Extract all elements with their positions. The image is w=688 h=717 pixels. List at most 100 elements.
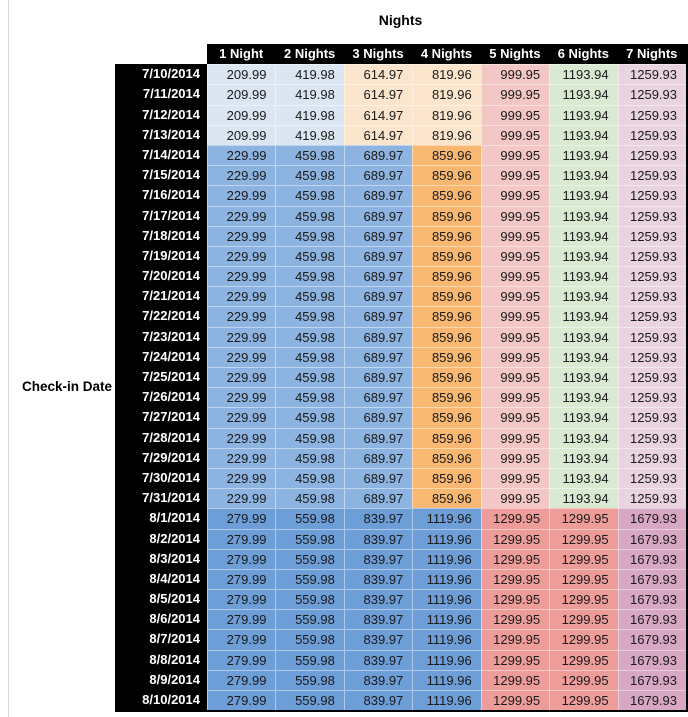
price-cell: 1299.95 [549,649,618,670]
checkin-date-axis-label: Check-in Date [21,379,112,394]
price-cell: 614.97 [343,124,413,145]
checkin-date-cell: 7/26/2014 [115,387,207,408]
price-cell: 419.98 [275,84,344,105]
price-cell: 1119.96 [412,609,481,630]
price-cell: 859.96 [412,467,481,489]
price-cell: 459.98 [275,326,344,347]
price-cell: 279.99 [207,629,276,650]
checkin-date-cell: 8/2/2014 [115,528,207,549]
price-cell: 999.95 [480,387,550,408]
price-cell: 689.97 [343,245,413,267]
price-cell: 1679.93 [617,548,686,569]
price-cell: 819.96 [412,124,481,145]
price-cell: 1679.93 [617,690,686,711]
price-cell: 1119.96 [412,568,481,590]
price-cell: 859.96 [412,205,481,226]
price-cell: 819.96 [412,64,481,85]
price-cell: 689.97 [343,306,413,327]
price-cell: 1193.94 [549,427,618,448]
checkin-date-cell: 8/7/2014 [115,629,207,650]
price-cell: 839.97 [343,589,413,610]
price-cell: 229.99 [207,245,276,267]
price-cell: 839.97 [343,609,413,630]
price-cell: 459.98 [275,144,344,166]
price-cell: 1299.95 [549,589,618,610]
checkin-date-cell: 7/13/2014 [115,124,207,145]
price-cell: 839.97 [343,649,413,670]
price-cell: 1299.95 [480,528,550,549]
price-cell: 209.99 [207,64,276,85]
price-cell: 839.97 [343,548,413,569]
checkin-date-cell: 8/3/2014 [115,548,207,569]
price-cell: 1259.93 [617,427,686,448]
price-cell: 614.97 [343,84,413,105]
price-cell: 459.98 [275,488,344,509]
price-cell: 459.98 [275,185,344,206]
price-cell: 1193.94 [549,165,618,186]
price-cell: 1259.93 [617,225,686,246]
price-cell: 419.98 [275,124,344,145]
price-cell: 999.95 [480,64,550,85]
price-cell: 859.96 [412,225,481,246]
checkin-date-cell: 7/28/2014 [115,427,207,448]
checkin-date-cell: 7/14/2014 [115,144,207,166]
price-cell: 1193.94 [549,64,618,85]
price-cell: 839.97 [343,669,413,690]
price-cell: 459.98 [275,447,344,468]
price-cell: 689.97 [343,447,413,468]
price-cell: 859.96 [412,245,481,267]
checkin-date-cell: 8/6/2014 [115,609,207,630]
price-cell: 999.95 [480,286,550,307]
price-cell: 279.99 [207,690,276,711]
price-cell: 1119.96 [412,690,481,711]
price-cell: 999.95 [480,266,550,287]
price-cell: 1259.93 [617,467,686,489]
price-cell: 1259.93 [617,104,686,125]
price-cell: 1299.95 [549,690,618,711]
price-cell: 279.99 [207,528,276,549]
price-cell: 1259.93 [617,165,686,186]
price-cell: 1193.94 [549,346,618,367]
price-cell: 839.97 [343,629,413,650]
price-cell: 1193.94 [549,104,618,125]
price-cell: 999.95 [480,124,550,145]
price-cell: 614.97 [343,104,413,125]
column-header-4-nights: 4 Nights [412,44,481,65]
price-cell: 859.96 [412,407,481,428]
price-cell: 1259.93 [617,64,686,85]
price-cell: 859.96 [412,346,481,367]
price-cell: 1119.96 [412,508,481,529]
price-cell: 1299.95 [480,690,550,711]
checkin-date-cell: 8/9/2014 [115,669,207,690]
left-gridline [8,0,9,717]
price-cell: 1193.94 [549,447,618,468]
price-cell: 689.97 [343,467,413,489]
price-cell: 1193.94 [549,266,618,287]
price-cell: 859.96 [412,306,481,327]
price-cell: 689.97 [343,225,413,246]
price-cell: 1679.93 [617,609,686,630]
price-cell: 1679.93 [617,629,686,650]
nights-axis-title: Nights [378,12,423,28]
price-cell: 229.99 [207,488,276,509]
column-header-5-nights: 5 Nights [480,44,550,65]
price-cell: 229.99 [207,306,276,327]
price-cell: 819.96 [412,84,481,105]
price-cell: 1679.93 [617,528,686,549]
price-cell: 279.99 [207,589,276,610]
price-matrix-table: 1 Night 2 Nights 3 Nights 4 Nights 5 Nights 6… [115,44,688,713]
price-cell: 999.95 [480,104,550,125]
checkin-date-cell: 7/23/2014 [115,326,207,347]
column-header-7-nights: 7 Nights [617,44,686,65]
price-cell: 209.99 [207,104,276,125]
price-cell: 1193.94 [549,306,618,327]
price-cell: 1193.94 [549,387,618,408]
price-cell: 459.98 [275,266,344,287]
price-cell: 999.95 [480,84,550,105]
price-cell: 689.97 [343,144,413,166]
checkin-date-cell: 7/25/2014 [115,367,207,388]
price-cell: 1193.94 [549,124,618,145]
price-cell: 999.95 [480,144,550,166]
price-cell: 999.95 [480,326,550,347]
